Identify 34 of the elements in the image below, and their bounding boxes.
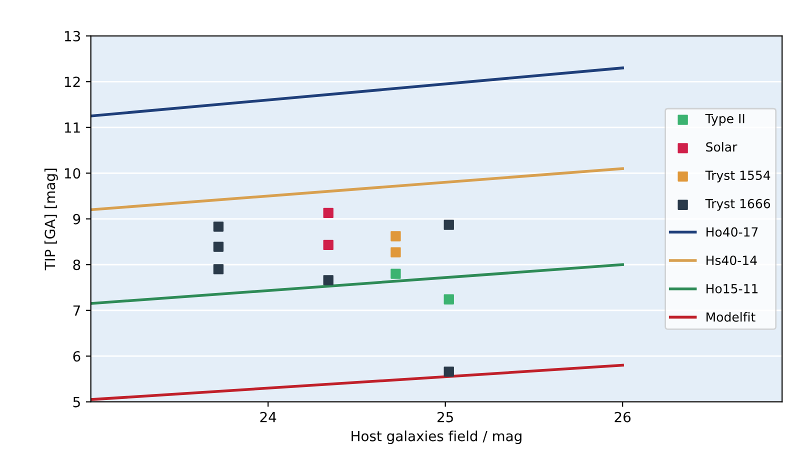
point [213, 264, 224, 274]
point [323, 275, 334, 286]
point [213, 242, 224, 252]
legend-label: Type II [705, 114, 744, 126]
y-tick-label: 7 [73, 306, 80, 316]
point [444, 294, 454, 304]
point [444, 220, 454, 230]
y-tick-label: 9 [73, 214, 80, 224]
point [390, 231, 401, 242]
y-tick-label: 10 [64, 168, 80, 179]
y-tick-label: 11 [64, 122, 80, 133]
y-tick-label: 12 [64, 76, 80, 87]
y-tick-label: 13 [64, 30, 80, 42]
y-tick-label: 8 [73, 260, 80, 270]
x-tick-label: 25 [438, 412, 453, 422]
x-axis-title: Host galaxies field / mag [352, 430, 522, 444]
legend-label: Solar [706, 142, 738, 152]
legend-label: Ho15-11 [706, 284, 758, 294]
legend-label: Tryst 1666 [705, 198, 770, 211]
legend-label: Hs40-14 [706, 256, 757, 266]
point [390, 268, 401, 279]
y-tick-label: 5 [73, 397, 80, 408]
legend-label: Tryst 1554 [705, 170, 770, 182]
point [444, 366, 454, 377]
legend-label: Modelfit [706, 312, 756, 322]
y-axis-title: TIP [GA] [mag] [44, 168, 58, 270]
x-tick-label: 26 [614, 412, 631, 422]
y-tick-label: 6 [73, 351, 80, 362]
x-tick-label: 24 [260, 412, 276, 422]
point [390, 247, 401, 258]
point [323, 240, 334, 250]
point [323, 208, 334, 218]
point [213, 222, 224, 232]
legend-label: Ho40-17 [706, 227, 758, 237]
